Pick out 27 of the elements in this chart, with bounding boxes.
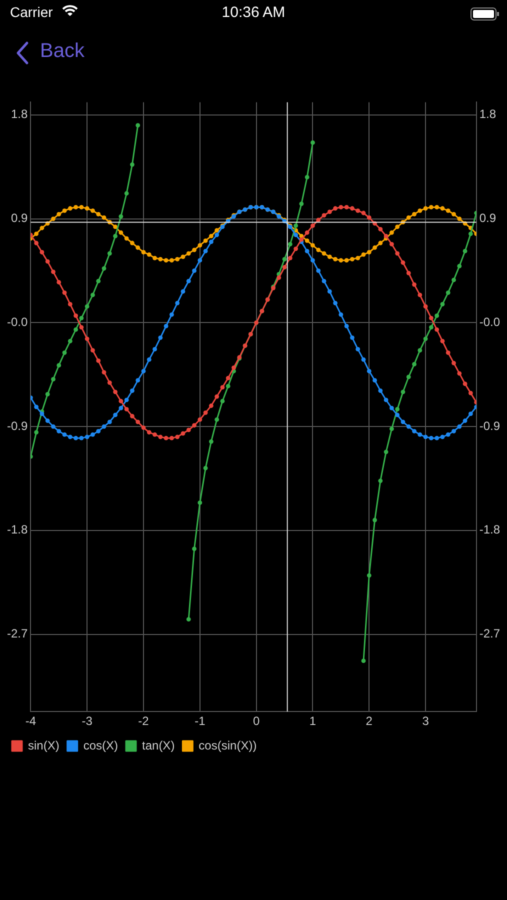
y2-tick-label: -2.7	[479, 626, 500, 641]
x-tick-label: 1	[309, 714, 316, 728]
y2-tick-label: -1.8	[479, 522, 500, 537]
x-tick-label: 0	[252, 714, 260, 728]
y2-tick-label: -0.0	[479, 314, 500, 329]
legend-label: cos(sin(X))	[198, 738, 257, 752]
y-tick-label: 1.8	[10, 107, 28, 122]
y-tick-label: -2.7	[6, 626, 28, 641]
y2-tick-label: 1.8	[479, 107, 496, 122]
y-tick-label: -0.0	[6, 314, 28, 329]
x-tick-label: -3	[82, 714, 93, 728]
legend-label: sin(X)	[28, 738, 60, 752]
x-tick-label: -2	[138, 714, 150, 728]
text: Back	[40, 40, 84, 63]
legend-label: cos(X)	[83, 738, 118, 752]
text: 10:36 AM	[222, 4, 286, 21]
y2-tick-label: 0.9	[479, 211, 496, 226]
x-tick-label: 3	[422, 714, 430, 728]
y2-tick-label: -0.9	[479, 418, 500, 433]
y-tick-label: -0.9	[6, 418, 28, 433]
x-tick-label: -1	[194, 714, 206, 728]
x-tick-label: 2	[366, 714, 373, 728]
text: Carrier	[10, 4, 53, 20]
x-tick-label: -4	[25, 714, 36, 728]
legend-label: tan(X)	[142, 738, 175, 752]
y-tick-label: 0.9	[10, 211, 28, 226]
y-tick-label: -1.8	[6, 522, 28, 537]
